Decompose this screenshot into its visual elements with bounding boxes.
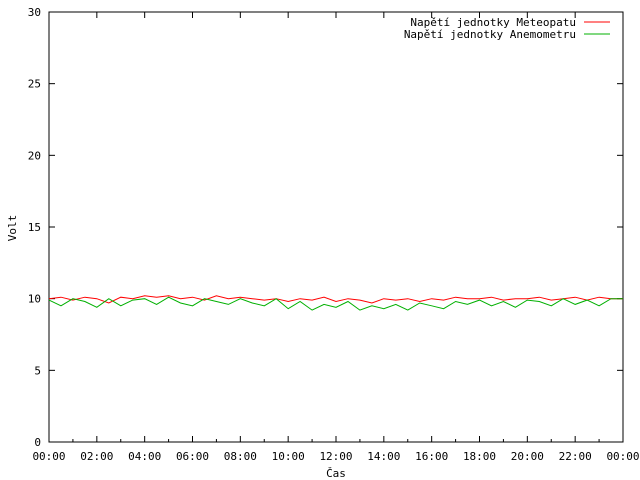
legend-label-1: Napětí jednotky Meteopatu bbox=[410, 16, 576, 29]
y-tick-label: 25 bbox=[28, 78, 41, 91]
legend-label-2: Napětí jednotky Anemometru bbox=[404, 28, 576, 41]
y-tick-label: 15 bbox=[28, 221, 41, 234]
y-tick-label: 10 bbox=[28, 293, 41, 306]
series-group bbox=[48, 295, 623, 311]
y-axis: 0 5 10 15 20 25 30 bbox=[28, 6, 623, 449]
x-tick-label: 12:00 bbox=[319, 450, 352, 463]
x-tick-label: 02:00 bbox=[80, 450, 113, 463]
x-tick-label: 04:00 bbox=[128, 450, 161, 463]
x-tick-label: 22:00 bbox=[559, 450, 592, 463]
series-line-1 bbox=[48, 295, 623, 304]
plot-frame bbox=[48, 11, 624, 443]
x-axis: 00:00 02:00 04:00 06:00 08:00 10:00 12:00 14:00… bbox=[32, 12, 640, 463]
x-axis-label: Čas bbox=[326, 467, 346, 480]
y-tick-label: 5 bbox=[34, 364, 41, 377]
x-tick-label: 06:00 bbox=[176, 450, 209, 463]
y-tick-label: 30 bbox=[28, 6, 41, 19]
y-axis-label: Volt bbox=[6, 215, 19, 242]
y-tick-label: 20 bbox=[28, 149, 41, 162]
y-tick-label: 0 bbox=[34, 436, 41, 449]
x-tick-label: 14:00 bbox=[367, 450, 400, 463]
series-line-2 bbox=[48, 296, 623, 311]
x-tick-label: 16:00 bbox=[415, 450, 448, 463]
x-tick-label: 20:00 bbox=[511, 450, 544, 463]
x-tick-label: 00:00 bbox=[606, 450, 639, 463]
x-tick-label: 00:00 bbox=[32, 450, 65, 463]
x-tick-label: 10:00 bbox=[272, 450, 305, 463]
x-tick-label: 18:00 bbox=[463, 450, 496, 463]
x-tick-label: 08:00 bbox=[224, 450, 257, 463]
